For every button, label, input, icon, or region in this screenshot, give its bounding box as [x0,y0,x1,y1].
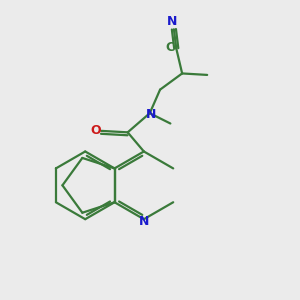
Text: C: C [166,41,175,54]
Text: N: N [146,108,156,121]
Text: O: O [91,124,101,137]
Text: N: N [167,15,178,28]
Text: N: N [139,215,149,228]
